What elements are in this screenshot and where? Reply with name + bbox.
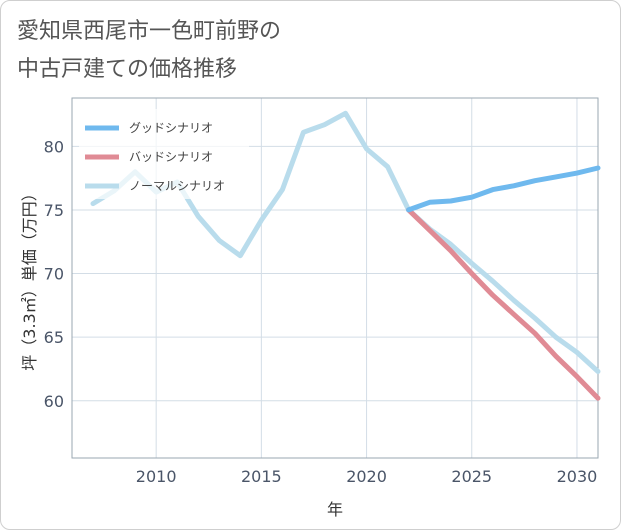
chart-title-line2: 中古戸建ての価格推移 [17,57,238,82]
y-tick-label: 80 [44,137,64,156]
x-tick-label: 2030 [557,467,598,486]
legend-label: ノーマルシナリオ [129,179,225,193]
x-axis-label: 年 [327,500,343,519]
series-line-1 [406,207,601,401]
y-tick-label: 65 [44,328,64,347]
grid-lines [72,98,598,458]
y-tick-label: 60 [44,392,64,411]
x-tick-label: 2020 [346,467,387,486]
legend-label: バッドシナリオ [129,150,213,164]
chart-title-line1: 愛知県西尾市一色町前野の [17,19,282,44]
plot-area-border [71,97,599,459]
y-tick-label: 75 [44,201,64,220]
chart-title: 愛知県西尾市一色町前野の 中古戸建ての価格推移 [17,13,537,89]
y-axis-ticks: 60 65 70 75 80 [44,137,64,410]
x-tick-label: 2015 [241,467,282,486]
x-tick-label: 2025 [451,467,492,486]
x-tick-label: 2010 [136,467,177,486]
y-axis-label: 坪（3.3㎡）単価（万円） [20,185,39,370]
x-axis-ticks: 2010 2015 2020 2025 2030 [136,467,598,486]
series-line-0 [406,165,601,213]
y-tick-label: 70 [44,265,64,284]
legend-label: グッドシナリオ [129,121,213,135]
